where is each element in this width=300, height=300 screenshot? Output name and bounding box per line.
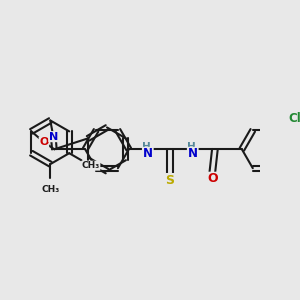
- Text: O: O: [39, 137, 49, 147]
- Text: Cl: Cl: [289, 112, 300, 125]
- Text: CH₃: CH₃: [82, 161, 100, 170]
- Text: N: N: [49, 132, 58, 142]
- Text: O: O: [207, 172, 217, 185]
- Text: S: S: [165, 174, 174, 187]
- Text: H: H: [188, 142, 196, 152]
- Text: H: H: [142, 142, 151, 152]
- Text: N: N: [188, 147, 198, 161]
- Text: N: N: [143, 147, 153, 161]
- Text: CH₃: CH₃: [41, 184, 59, 194]
